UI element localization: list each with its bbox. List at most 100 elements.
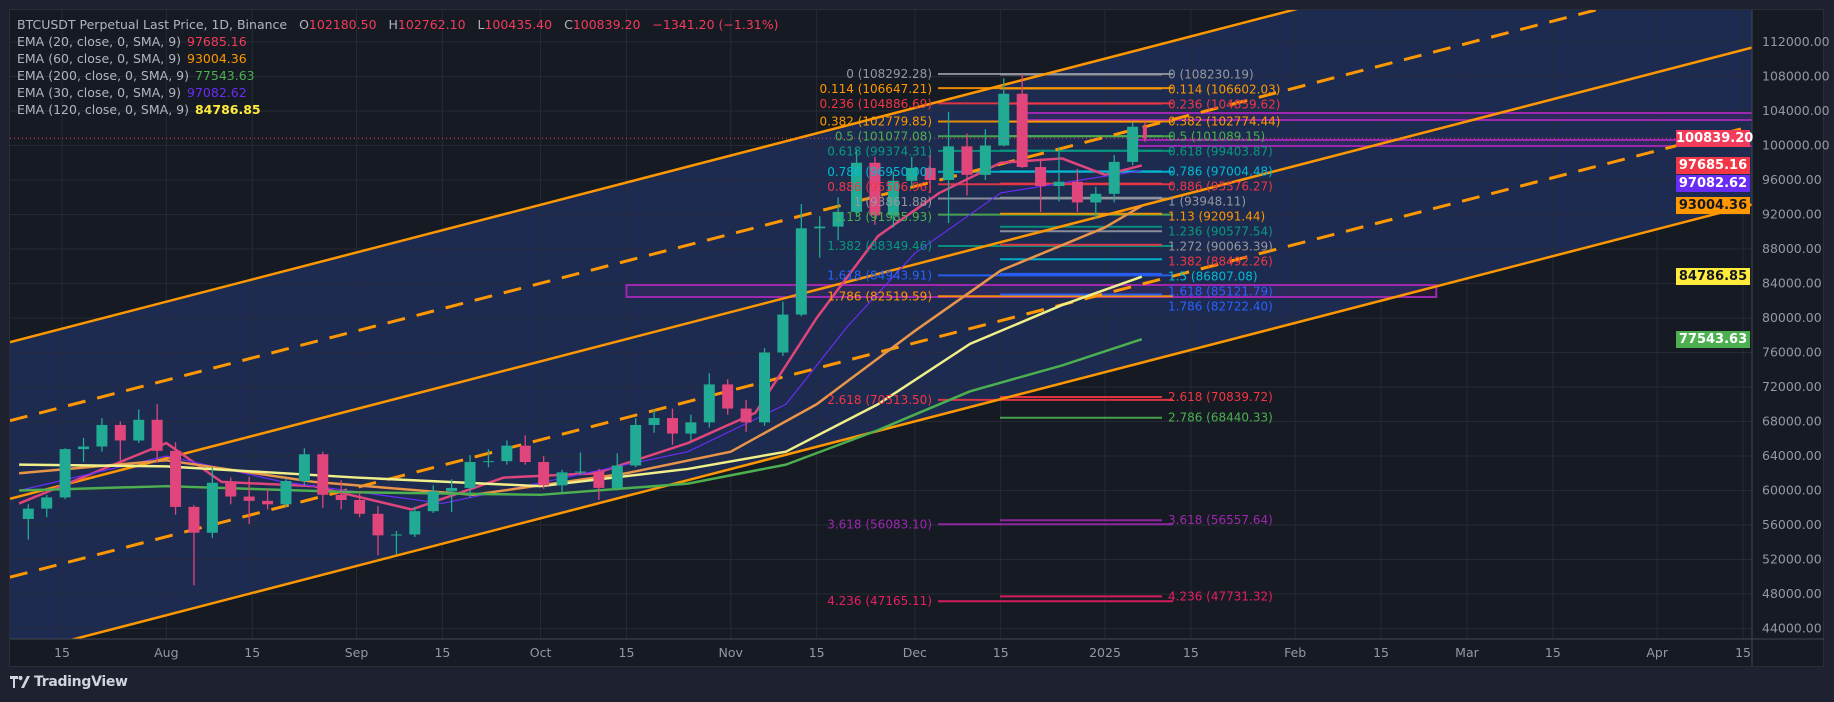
purple-zone[interactable] <box>1018 112 1834 121</box>
candle-body <box>317 454 329 495</box>
candle-body <box>464 462 476 488</box>
fib-price: 84943.91 <box>870 268 927 282</box>
indicator-value: 77543.63 <box>194 68 255 83</box>
candle-body <box>943 146 955 180</box>
indicator-row[interactable]: EMA (30, close, 0, SMA, 9) 97082.62 <box>17 84 778 101</box>
price-axis-tick: 52000.00 <box>1762 552 1822 567</box>
price-tag: 93004.36 <box>1676 197 1750 215</box>
candle-body <box>78 446 90 450</box>
time-axis-tick: 15 <box>1183 645 1199 660</box>
fib-ratio: 0.5 <box>835 130 854 144</box>
indicator-row[interactable]: EMA (20, close, 0, SMA, 9) 97685.16 <box>17 33 778 50</box>
candle <box>41 494 53 518</box>
candle-body <box>906 167 918 181</box>
ohlc-high-key: H <box>388 17 398 32</box>
fib-ratio: 0 <box>1168 68 1176 82</box>
indicator-value: 97082.62 <box>187 85 247 100</box>
candle-body <box>280 481 292 505</box>
channel-line-solid[interactable] <box>10 46 1752 500</box>
candle-body <box>22 508 34 519</box>
ohlc-low-value: 100435.40 <box>484 17 553 32</box>
candle <box>740 399 752 432</box>
price-tag: 77543.63 <box>1676 330 1750 348</box>
fib-ratio: 1.5 <box>1168 269 1187 283</box>
price-axis-tick: 76000.00 <box>1762 345 1822 360</box>
tradingview-logo[interactable]: TradingView <box>10 674 128 690</box>
price-axis-tick: 100000.00 <box>1762 138 1830 153</box>
indicator-row[interactable]: EMA (120, close, 0, SMA, 9) 84786.85 <box>17 101 778 118</box>
candle <box>887 171 899 228</box>
indicator-label: EMA (20, close, 0, SMA, 9) <box>17 34 182 49</box>
time-axis-tick: 15 <box>244 645 260 660</box>
tradingview-brand: TradingView <box>34 674 128 690</box>
candle-body <box>519 445 531 463</box>
candle <box>556 469 568 493</box>
candle <box>188 505 200 586</box>
indicator-row[interactable]: EMA (200, close, 0, SMA, 9) 77543.63 <box>17 67 778 84</box>
candle-body <box>814 226 826 229</box>
candle-body <box>96 424 108 447</box>
candle <box>924 154 936 193</box>
fib-level-label: 3.618 (56557.64) <box>1168 513 1273 527</box>
price-axis-tick: 60000.00 <box>1762 483 1822 498</box>
candle <box>998 78 1010 147</box>
time-axis-tick: 15 <box>1545 645 1561 660</box>
symbol-row[interactable]: BTCUSDT Perpetual Last Price, 1D, Binanc… <box>17 16 778 33</box>
candle <box>1053 147 1065 202</box>
fib-price: 86807.08 <box>1196 269 1253 283</box>
candle <box>78 437 90 463</box>
candle <box>22 504 34 540</box>
candle-body <box>666 418 678 434</box>
candle-body <box>188 506 200 533</box>
price-axis-tick: 88000.00 <box>1762 241 1822 256</box>
indicator-row[interactable]: EMA (60, close, 0, SMA, 9) 93004.36 <box>17 50 778 67</box>
candle-body <box>979 145 991 175</box>
candle-body <box>1053 181 1065 187</box>
fib-price: 85121.79 <box>1211 284 1268 298</box>
candle <box>298 448 310 486</box>
fib-ratio: 1 <box>1168 194 1176 208</box>
candle-body <box>795 228 807 315</box>
candle <box>814 216 826 258</box>
price-axis-tick: 72000.00 <box>1762 379 1822 394</box>
fib-level-label: 0.618 (99374.31) <box>827 145 932 159</box>
price-tag: 97082.62 <box>1676 174 1750 192</box>
ohlc-change: −1341.20 (−1.31%) <box>652 17 779 32</box>
fib-price: 88492.26 <box>1211 254 1268 268</box>
fib-ratio: 1.382 <box>1168 254 1202 268</box>
candle <box>666 408 678 445</box>
fib-price: 82519.59 <box>870 289 927 303</box>
fib-ratio: 0.236 <box>1168 98 1202 112</box>
candle <box>722 379 734 415</box>
time-axis-tick: Dec <box>903 645 927 660</box>
candle-body <box>482 461 494 463</box>
candle <box>464 455 476 498</box>
candle <box>1127 122 1139 166</box>
fib-level-label: 1.382 (88492.26) <box>1168 254 1273 268</box>
candle <box>538 456 550 489</box>
symbol-title[interactable]: BTCUSDT Perpetual Last Price, 1D, Binanc… <box>17 17 288 32</box>
channel-line-solid[interactable] <box>10 0 1752 344</box>
candle-body <box>335 494 347 500</box>
candle-body <box>722 384 734 409</box>
fib-price: 82722.40 <box>1211 299 1268 313</box>
candle <box>409 506 421 538</box>
fib-ratio: 1.272 <box>1168 239 1202 253</box>
fib-level-label: 0 (108230.19) <box>1168 68 1254 82</box>
fib-price: 102779.85 <box>862 115 927 129</box>
fib-price: 68440.33 <box>1211 411 1268 425</box>
indicator-list: EMA (20, close, 0, SMA, 9) 97685.16 EMA (6… <box>17 33 778 118</box>
fib-ratio: 1.786 <box>827 289 861 303</box>
candle <box>170 442 182 515</box>
candle <box>1016 73 1028 168</box>
fib-price: 96950.00 <box>870 165 927 179</box>
candle-body <box>630 424 642 466</box>
candle-body <box>887 180 899 216</box>
indicator-label: EMA (120, close, 0, SMA, 9) <box>17 102 189 117</box>
candle <box>519 435 531 465</box>
fib-ratio: 1.382 <box>827 239 861 253</box>
candle <box>1108 154 1120 203</box>
fib-level-label: 0.5 (101089.15) <box>1168 130 1265 144</box>
fib-ratio: 0.618 <box>1168 145 1202 159</box>
